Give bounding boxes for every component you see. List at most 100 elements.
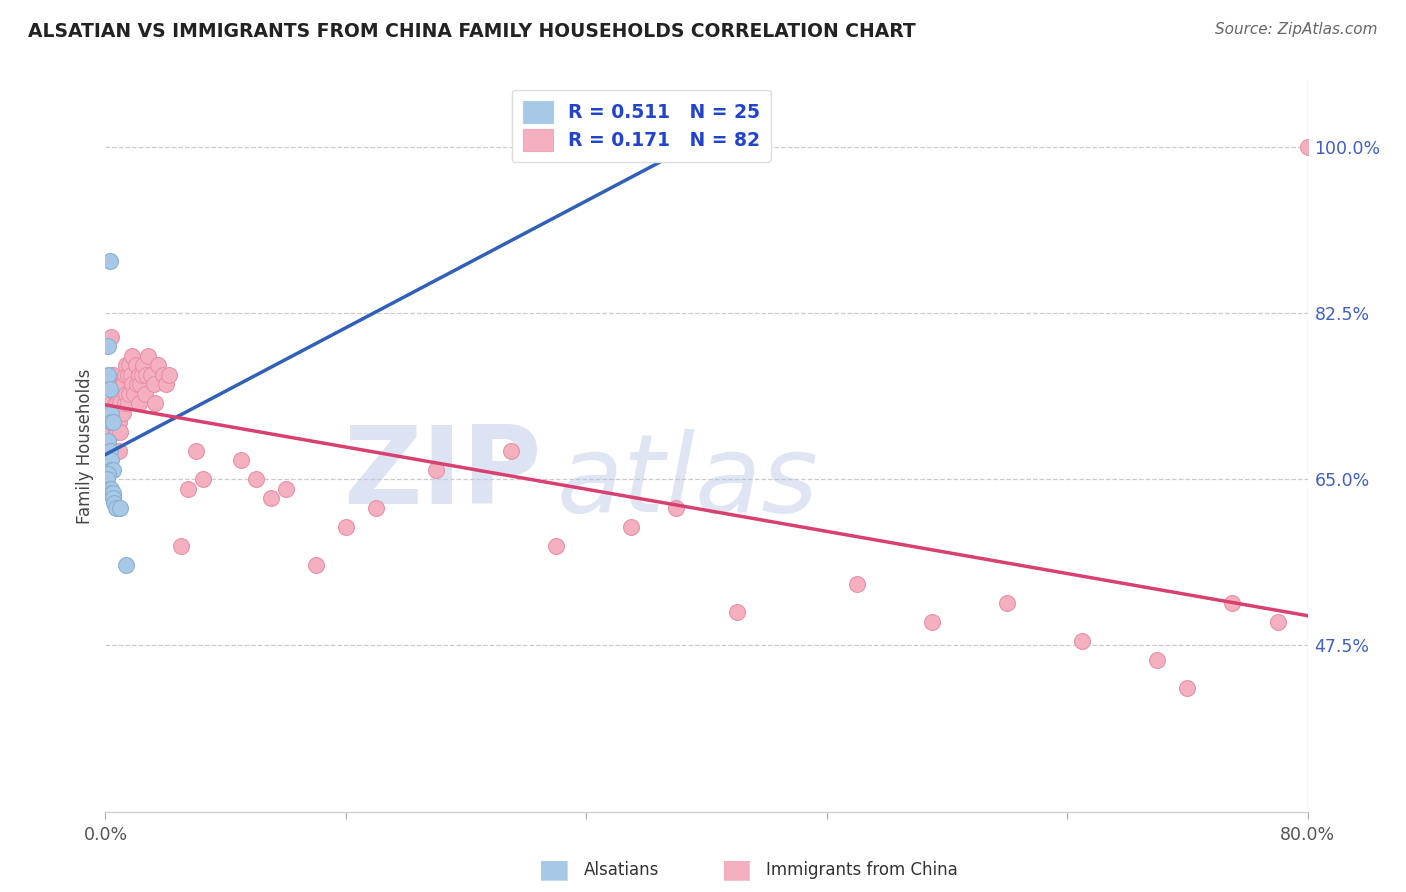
Point [245,472,267,486]
Point [97,467,120,482]
Point [100,330,122,344]
Text: Alsatians: Alsatians [583,861,659,879]
Point [1267,615,1289,629]
Point [103,377,125,392]
Point [122,386,145,401]
Point [191,472,214,486]
Text: Immigrants from China: Immigrants from China [766,861,957,879]
Point [101,463,124,477]
Point [177,482,200,496]
Point [98,406,121,420]
Point [1175,681,1198,696]
Point [665,140,688,154]
Point [98,443,121,458]
Point [101,443,124,458]
Point [665,500,688,515]
Point [425,463,447,477]
Point [128,368,150,382]
Point [143,396,166,410]
Point [108,443,131,458]
Y-axis label: Family Households: Family Households [76,368,94,524]
Point [114,368,136,382]
Point [100,486,122,500]
Point [110,425,132,439]
Point [260,491,283,506]
Point [921,615,943,629]
Point [121,349,143,363]
Point [129,377,152,392]
Point [1146,653,1168,667]
Point [146,358,169,372]
Point [132,358,155,372]
Point [546,539,568,553]
Point [229,453,252,467]
Point [845,576,868,591]
Point [98,443,121,458]
Point [364,500,387,515]
Point [335,520,357,534]
Point [101,415,124,429]
Point [620,520,643,534]
Point [100,453,122,467]
Point [120,368,142,382]
Point [103,443,125,458]
Legend: R = 0.511   N = 25, R = 0.171   N = 82: R = 0.511 N = 25, R = 0.171 N = 82 [512,90,770,162]
Point [111,406,134,420]
Point [101,491,124,506]
Point [103,406,125,420]
Point [114,396,136,410]
Point [101,377,124,392]
Point [117,396,139,410]
Point [128,396,150,410]
Point [169,539,191,553]
Point [97,339,120,353]
Point [274,482,297,496]
Point [98,368,121,382]
Point [97,368,120,382]
Point [118,358,141,372]
Point [101,406,124,420]
Point [111,377,134,392]
Point [98,253,121,268]
Point [305,558,328,572]
Point [104,500,127,515]
Point [1071,633,1094,648]
Point [107,425,129,439]
Point [139,368,162,382]
Point [100,406,122,420]
Text: ALSATIAN VS IMMIGRANTS FROM CHINA FAMILY HOUSEHOLDS CORRELATION CHART: ALSATIAN VS IMMIGRANTS FROM CHINA FAMILY… [28,22,915,41]
Point [115,358,138,372]
Point [124,358,146,372]
Point [155,377,177,392]
Point [152,368,174,382]
Point [97,406,120,420]
Point [103,496,125,510]
Point [115,386,138,401]
Point [100,463,122,477]
Text: Source: ZipAtlas.com: Source: ZipAtlas.com [1215,22,1378,37]
Point [112,406,135,420]
Point [135,368,157,382]
Point [100,482,122,496]
Point [1222,596,1244,610]
Text: ZIP: ZIP [343,422,541,527]
Point [104,425,127,439]
Point [107,396,129,410]
Point [121,377,143,392]
Point [184,443,207,458]
Point [725,605,748,619]
Point [97,434,120,449]
Point [110,500,132,515]
Point [100,415,122,429]
Point [100,396,122,410]
Point [131,368,153,382]
Point [104,386,127,401]
Point [110,396,132,410]
Point [125,377,148,392]
Point [1296,140,1319,154]
Point [100,425,122,439]
Point [142,377,165,392]
Point [96,472,118,486]
Point [995,596,1018,610]
Point [101,486,124,500]
